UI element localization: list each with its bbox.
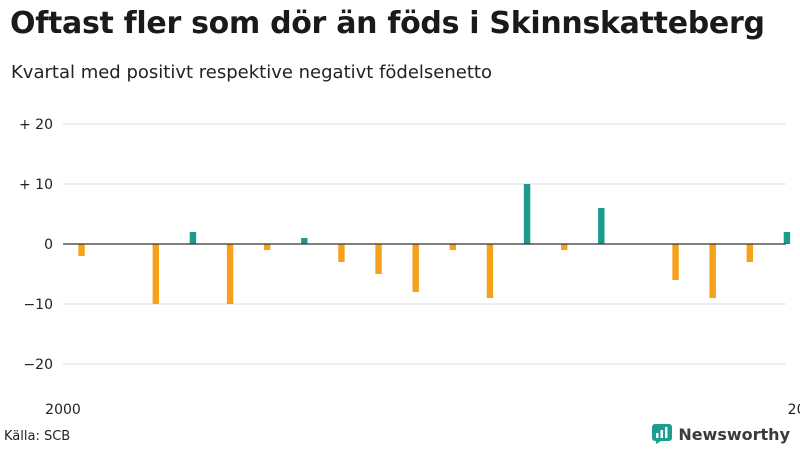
bar-negative [152, 244, 160, 304]
y-tick-label: + 10 [19, 177, 53, 193]
brand-logo: Newsworthy [652, 424, 790, 444]
bar-positive [301, 238, 308, 244]
y-tick-label: + 20 [19, 117, 53, 133]
brand-name: Newsworthy [678, 424, 790, 444]
bar-negative [746, 244, 754, 262]
chart-subtitle: Kvartal med positivt respektive negativt… [11, 62, 492, 83]
source-note: Källa: SCB [4, 429, 71, 444]
y-tick-label: −10 [23, 297, 53, 313]
bar-negative [672, 244, 679, 280]
bar-negative [263, 244, 271, 250]
bar-negative [226, 244, 234, 304]
bar-negative [486, 244, 494, 298]
bar-positive [523, 184, 531, 244]
gridlines [63, 123, 786, 365]
bars [78, 184, 791, 304]
y-tick-label: 0 [44, 237, 53, 253]
bar-negative [338, 244, 345, 262]
y-tick-label: −20 [23, 357, 53, 373]
bar-negative [560, 244, 568, 250]
bar-negative [78, 244, 85, 256]
x-tick-label: 2005 [788, 402, 800, 418]
bar-negative [375, 244, 382, 274]
bar-negative [412, 244, 419, 292]
x-axis: 20002005201020152020 [45, 243, 800, 418]
chart-title: Oftast fler som dör än föds i Skinnskatt… [10, 6, 765, 41]
newsworthy-logo-icon [652, 424, 673, 444]
bar-negative [709, 244, 716, 298]
bar-positive [783, 232, 791, 244]
y-axis: + 20 + 10 0 −10 −20 [19, 117, 53, 373]
bar-positive [598, 208, 605, 244]
bar-negative [449, 244, 457, 250]
bar-positive [189, 232, 197, 244]
x-tick-label: 2000 [45, 402, 81, 418]
